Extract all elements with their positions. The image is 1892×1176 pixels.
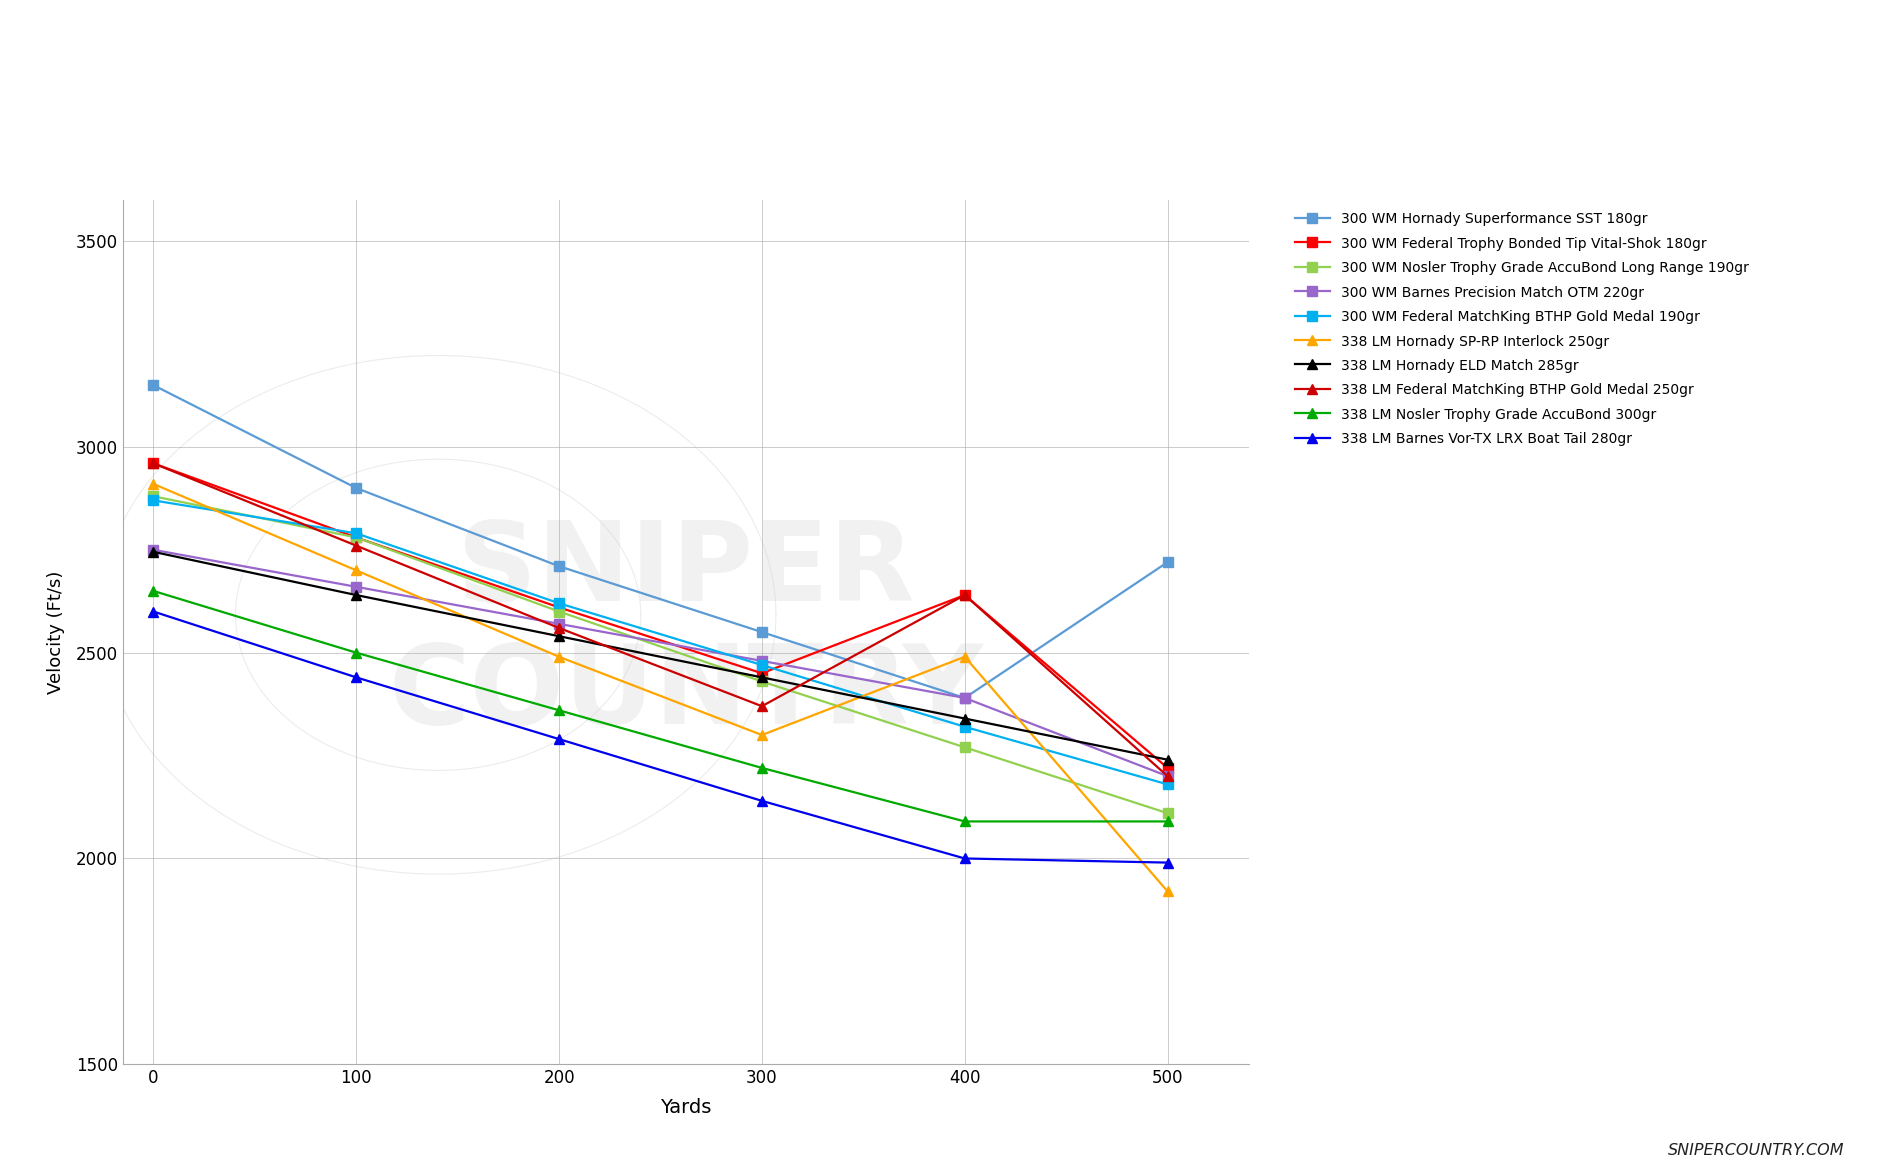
300 WM Federal Trophy Bonded Tip Vital-Shok 180gr: [1156, 761, 1179, 775]
338 LM Hornady SP-RP Interlock 250gr: [751, 728, 774, 742]
300 WM Federal Trophy Bonded Tip Vital-Shok 180gr: [142, 456, 165, 470]
338 LM Nosler Trophy Grade AccuBond 300gr: [1156, 815, 1179, 829]
338 LM Federal MatchKing BTHP Gold Medal 250gr: [344, 539, 367, 553]
338 LM Nosler Trophy Grade AccuBond 300gr: [142, 583, 165, 597]
Line: 300 WM Nosler Trophy Grade AccuBond Long Range 190gr: 300 WM Nosler Trophy Grade AccuBond Long…: [149, 492, 1173, 818]
300 WM Barnes Precision Match OTM 220gr: [1156, 769, 1179, 783]
338 LM Hornady ELD Match 285gr: [1156, 753, 1179, 767]
338 LM Federal MatchKing BTHP Gold Medal 250gr: [954, 588, 976, 602]
338 LM Federal MatchKing BTHP Gold Medal 250gr: [142, 456, 165, 470]
300 WM Nosler Trophy Grade AccuBond Long Range 190gr: [1156, 807, 1179, 821]
300 WM Federal Trophy Bonded Tip Vital-Shok 180gr: [547, 601, 569, 615]
338 LM Hornady SP-RP Interlock 250gr: [1156, 884, 1179, 898]
300 WM Barnes Precision Match OTM 220gr: [954, 691, 976, 706]
Line: 338 LM Nosler Trophy Grade AccuBond 300gr: 338 LM Nosler Trophy Grade AccuBond 300g…: [149, 586, 1173, 827]
Line: 338 LM Barnes Vor-TX LRX Boat Tail 280gr: 338 LM Barnes Vor-TX LRX Boat Tail 280gr: [149, 607, 1173, 868]
300 WM Federal MatchKing BTHP Gold Medal 190gr: [751, 659, 774, 673]
300 WM Barnes Precision Match OTM 220gr: [751, 654, 774, 668]
300 WM Nosler Trophy Grade AccuBond Long Range 190gr: [547, 604, 569, 619]
300 WM Hornady Superformance SST 180gr: [954, 691, 976, 706]
300 WM Nosler Trophy Grade AccuBond Long Range 190gr: [344, 530, 367, 544]
338 LM Hornady SP-RP Interlock 250gr: [142, 477, 165, 492]
338 LM Nosler Trophy Grade AccuBond 300gr: [751, 761, 774, 775]
338 LM Federal MatchKing BTHP Gold Medal 250gr: [751, 699, 774, 713]
300 WM Barnes Precision Match OTM 220gr: [547, 617, 569, 632]
338 LM Barnes Vor-TX LRX Boat Tail 280gr: [344, 670, 367, 684]
Text: SNIPER
COUNTRY: SNIPER COUNTRY: [388, 516, 984, 748]
300 WM Barnes Precision Match OTM 220gr: [344, 580, 367, 594]
X-axis label: Yards: Yards: [660, 1098, 711, 1117]
300 WM Nosler Trophy Grade AccuBond Long Range 190gr: [751, 675, 774, 689]
338 LM Barnes Vor-TX LRX Boat Tail 280gr: [142, 604, 165, 619]
338 LM Barnes Vor-TX LRX Boat Tail 280gr: [547, 731, 569, 747]
300 WM Hornady Superformance SST 180gr: [1156, 555, 1179, 569]
300 WM Hornady Superformance SST 180gr: [142, 379, 165, 393]
300 WM Federal MatchKing BTHP Gold Medal 190gr: [954, 720, 976, 734]
338 LM Hornady ELD Match 285gr: [547, 629, 569, 643]
Legend: 300 WM Hornady Superformance SST 180gr, 300 WM Federal Trophy Bonded Tip Vital-S: 300 WM Hornady Superformance SST 180gr, …: [1290, 207, 1754, 452]
Line: 338 LM Federal MatchKing BTHP Gold Medal 250gr: 338 LM Federal MatchKing BTHP Gold Medal…: [149, 459, 1173, 781]
338 LM Hornady ELD Match 285gr: [751, 670, 774, 684]
300 WM Federal Trophy Bonded Tip Vital-Shok 180gr: [954, 588, 976, 602]
Y-axis label: Velocity (Ft/s): Velocity (Ft/s): [47, 570, 64, 694]
300 WM Federal MatchKing BTHP Gold Medal 190gr: [547, 596, 569, 610]
338 LM Nosler Trophy Grade AccuBond 300gr: [954, 815, 976, 829]
300 WM Federal MatchKing BTHP Gold Medal 190gr: [344, 527, 367, 541]
Text: SNIPERCOUNTRY.COM: SNIPERCOUNTRY.COM: [1669, 1143, 1845, 1158]
Text: BULLET VELOCITY: BULLET VELOCITY: [447, 25, 1445, 122]
300 WM Barnes Precision Match OTM 220gr: [142, 543, 165, 557]
338 LM Federal MatchKing BTHP Gold Medal 250gr: [547, 621, 569, 635]
300 WM Hornady Superformance SST 180gr: [547, 560, 569, 574]
300 WM Federal Trophy Bonded Tip Vital-Shok 180gr: [344, 530, 367, 544]
Line: 338 LM Hornady ELD Match 285gr: 338 LM Hornady ELD Match 285gr: [149, 547, 1173, 764]
300 WM Federal Trophy Bonded Tip Vital-Shok 180gr: [751, 666, 774, 680]
Line: 338 LM Hornady SP-RP Interlock 250gr: 338 LM Hornady SP-RP Interlock 250gr: [149, 479, 1173, 896]
Line: 300 WM Barnes Precision Match OTM 220gr: 300 WM Barnes Precision Match OTM 220gr: [149, 544, 1173, 781]
338 LM Federal MatchKing BTHP Gold Medal 250gr: [1156, 769, 1179, 783]
300 WM Nosler Trophy Grade AccuBond Long Range 190gr: [142, 489, 165, 503]
338 LM Hornady ELD Match 285gr: [142, 544, 165, 559]
338 LM Hornady SP-RP Interlock 250gr: [547, 649, 569, 663]
300 WM Hornady Superformance SST 180gr: [751, 626, 774, 640]
300 WM Hornady Superformance SST 180gr: [344, 481, 367, 495]
300 WM Federal MatchKing BTHP Gold Medal 190gr: [142, 494, 165, 508]
Line: 300 WM Hornady Superformance SST 180gr: 300 WM Hornady Superformance SST 180gr: [149, 380, 1173, 703]
Line: 300 WM Federal MatchKing BTHP Gold Medal 190gr: 300 WM Federal MatchKing BTHP Gold Medal…: [149, 495, 1173, 789]
338 LM Hornady ELD Match 285gr: [344, 588, 367, 602]
300 WM Federal MatchKing BTHP Gold Medal 190gr: [1156, 777, 1179, 791]
338 LM Barnes Vor-TX LRX Boat Tail 280gr: [954, 851, 976, 866]
338 LM Nosler Trophy Grade AccuBond 300gr: [547, 703, 569, 717]
338 LM Hornady SP-RP Interlock 250gr: [344, 563, 367, 577]
338 LM Hornady ELD Match 285gr: [954, 711, 976, 726]
338 LM Barnes Vor-TX LRX Boat Tail 280gr: [1156, 856, 1179, 870]
338 LM Barnes Vor-TX LRX Boat Tail 280gr: [751, 794, 774, 808]
338 LM Nosler Trophy Grade AccuBond 300gr: [344, 646, 367, 660]
300 WM Nosler Trophy Grade AccuBond Long Range 190gr: [954, 741, 976, 755]
Line: 300 WM Federal Trophy Bonded Tip Vital-Shok 180gr: 300 WM Federal Trophy Bonded Tip Vital-S…: [149, 459, 1173, 773]
338 LM Hornady SP-RP Interlock 250gr: [954, 649, 976, 663]
